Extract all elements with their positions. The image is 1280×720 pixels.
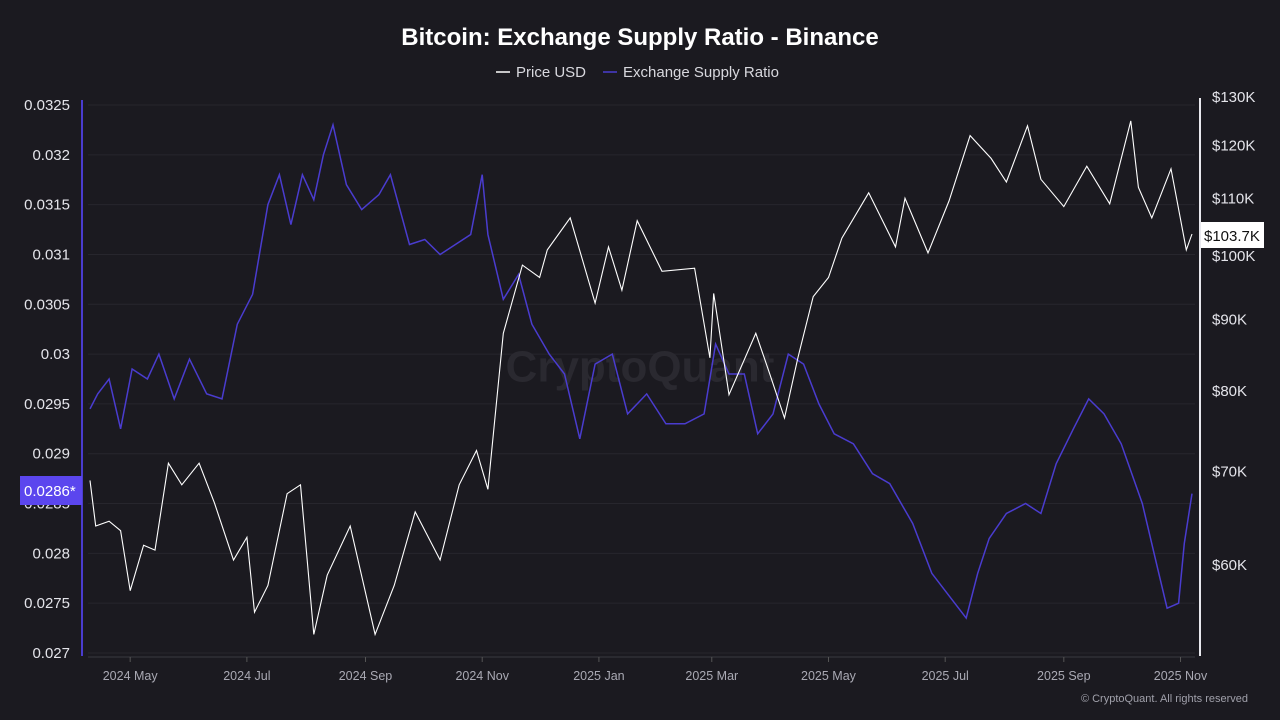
current-ratio-label: 0.0286* [24, 483, 76, 500]
left-tick-label: 0.031 [32, 246, 70, 263]
left-tick-label: 0.0305 [24, 296, 70, 313]
x-tick-label: 2025 Sep [1037, 669, 1091, 683]
right-axis-ticks: $130K $120K $110K $100K $90K $80K $70K $60K [1212, 89, 1255, 574]
watermark-logo: CryptoQuant [506, 343, 775, 392]
legend-label-price[interactable]: Price USD [516, 64, 586, 81]
x-tick-label: 2025 Jul [922, 669, 969, 683]
left-tick-label: 0.028 [32, 545, 70, 562]
left-axis-ticks: 0.0325 0.032 0.0315 0.031 0.0305 0.03 0.0295 0.… [24, 97, 70, 662]
series-line-exchange-supply-ratio [89, 122, 1193, 620]
current-price-label: $103.7K [1204, 228, 1260, 245]
right-tick-label: $110K [1212, 190, 1254, 207]
x-tick-label: 2025 Nov [1154, 669, 1208, 683]
left-tick-label: 0.0295 [24, 396, 70, 413]
gridlines [88, 104, 1195, 658]
legend: Price USD Exchange Supply Ratio [496, 64, 779, 81]
left-tick-label: 0.0275 [24, 595, 70, 612]
right-tick-label: $90K [1212, 312, 1247, 329]
x-tick-label: 2024 May [103, 669, 159, 683]
x-tick-label: 2024 Sep [339, 669, 393, 683]
x-tick-label: 2025 May [801, 669, 857, 683]
x-tick-label: 2025 Mar [685, 669, 738, 683]
left-tick-label: 0.032 [32, 147, 70, 164]
right-tick-label: $80K [1212, 383, 1247, 400]
chart-title: Bitcoin: Exchange Supply Ratio - Binance [401, 24, 878, 51]
current-price-badge: $103.7K [1201, 222, 1264, 248]
x-tick-label: 2024 Jul [223, 669, 270, 683]
left-tick-label: 0.029 [32, 446, 70, 463]
copyright-footer: © CryptoQuant. All rights reserved [1081, 693, 1248, 705]
left-tick-label: 0.027 [32, 645, 70, 662]
left-tick-label: 0.03 [41, 346, 70, 363]
left-tick-label: 0.0315 [24, 197, 70, 214]
right-tick-label: $60K [1212, 557, 1247, 574]
right-tick-label: $130K [1212, 89, 1255, 106]
x-axis-ticks: 2024 May 2024 Jul 2024 Sep 2024 Nov 2025 Jan… [103, 657, 1208, 683]
legend-label-ratio[interactable]: Exchange Supply Ratio [623, 64, 779, 81]
x-tick-label: 2024 Nov [455, 669, 509, 683]
x-tick-label: 2025 Jan [573, 669, 624, 683]
right-tick-label: $120K [1212, 138, 1255, 155]
right-tick-label: $70K [1212, 464, 1247, 481]
current-ratio-badge: 0.0286* [20, 476, 82, 505]
left-tick-label: 0.0325 [24, 97, 70, 114]
series-line-price-usd [89, 120, 1193, 637]
right-tick-label: $100K [1212, 248, 1255, 265]
